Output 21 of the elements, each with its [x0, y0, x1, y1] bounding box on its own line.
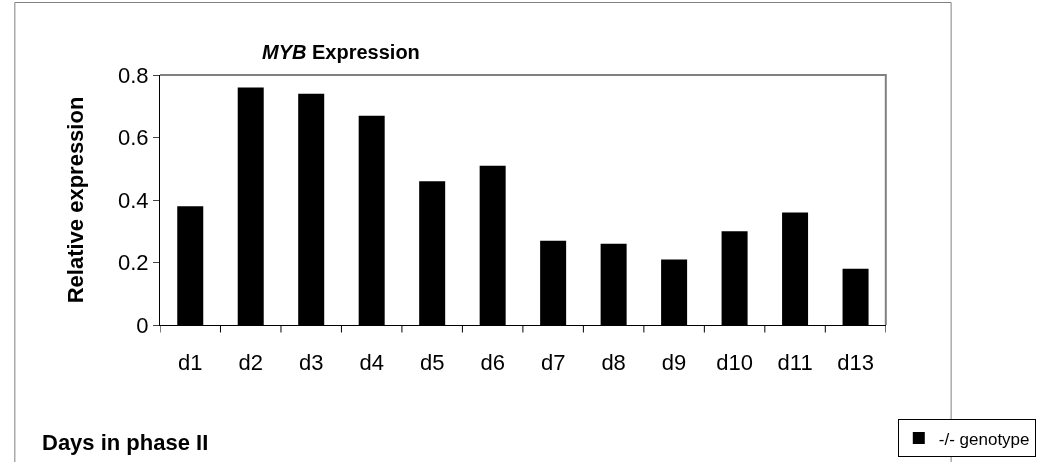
x-tick-label: d13 [837, 350, 874, 376]
x-tick-label: d3 [298, 350, 324, 376]
y-tick-label: 0.8 [118, 62, 149, 88]
x-tick-label: d7 [540, 350, 566, 376]
y-tick-label: 0.6 [118, 125, 149, 151]
y-tick-label: 0 [136, 312, 149, 338]
y-axis-title: Relative expression [62, 96, 88, 304]
x-tick-label: d1 [178, 350, 203, 376]
x-tick-label: d4 [359, 350, 384, 376]
x-tick-label: d6 [480, 350, 505, 376]
y-tick-label: 0.4 [118, 187, 149, 213]
x-tick-label: d11 [777, 350, 813, 376]
chart-title: MYB Expression [262, 41, 420, 63]
x-tick-label: d8 [601, 350, 626, 376]
legend-label: -/- genotype [938, 429, 1030, 449]
y-tick-label: 0.2 [118, 250, 149, 276]
x-tick-label: d5 [419, 350, 445, 376]
x-tick-label: d2 [238, 350, 263, 376]
x-tick-label: d9 [661, 350, 687, 376]
x-axis-title: Days in phase II [42, 430, 209, 455]
x-tick-label: d10 [716, 350, 753, 376]
